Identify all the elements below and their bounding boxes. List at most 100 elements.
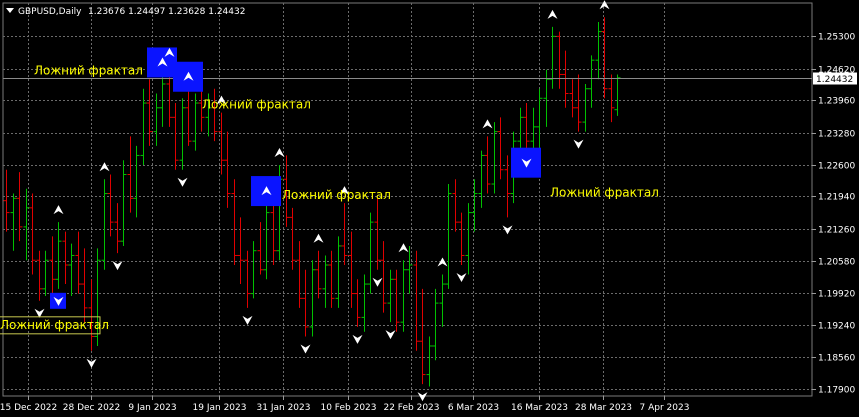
ohlc-bar: [231, 179, 238, 265]
ohlc-bar: [614, 74, 621, 116]
bars-layer: [3, 17, 621, 387]
ohlc-bar: [42, 250, 49, 296]
fractal-down-arrow: [112, 261, 123, 271]
date-tick-label: 10 Feb 2023: [320, 403, 376, 413]
ohlc-bar: [179, 98, 186, 170]
fractal-up-arrow: [482, 119, 493, 129]
ohlc-bar: [393, 269, 400, 332]
ohlc-bar: [458, 212, 465, 265]
ohlc-bar: [10, 193, 17, 251]
ohlc-bar: [400, 260, 407, 332]
fractal-up-arrow: [261, 186, 272, 196]
price-axis: 1.25300 1.24620 1.23960 1.23280 1.22600 1.219…: [812, 33, 855, 396]
ohlc-bar: [328, 250, 335, 308]
ohlc-bar: [439, 274, 446, 327]
ohlc-bar: [283, 155, 290, 227]
fractal-down-arrow: [34, 308, 45, 318]
ohlc-bar: [16, 172, 23, 242]
date-tick-label: 19 Jan 2023: [193, 403, 247, 413]
ohlc-bar: [445, 184, 452, 289]
ohlc-bar: [341, 203, 348, 265]
ohlc-bar: [419, 288, 426, 385]
ohlc-bar: [224, 131, 231, 208]
fractal-up-arrow: [599, 0, 610, 10]
ohlc-bar: [562, 50, 569, 108]
price-tick-label: 1.23960: [818, 97, 855, 107]
date-tick-label: 28 Dec 2022: [63, 403, 121, 413]
fractal-up-arrow: [437, 257, 448, 267]
price-tick-label: 1.21940: [818, 193, 855, 203]
ohlc-bar: [471, 179, 478, 232]
price-tick-label: 1.19240: [818, 322, 855, 332]
fractal-up-arrow: [183, 71, 194, 81]
ohlc-bar: [484, 136, 491, 194]
ohlc-bar: [354, 279, 361, 327]
date-tick-label: 15 Dec 2022: [0, 403, 57, 413]
ohlc-bar: [263, 203, 270, 280]
ohlc-bar: [289, 207, 296, 270]
ohlc-bar: [36, 250, 43, 301]
ohlc-bar: [159, 74, 166, 127]
price-tick-label: 1.25300: [818, 33, 855, 43]
ohlc-bar: [101, 179, 108, 270]
ohlc-bar: [432, 288, 439, 361]
ohlc-bar: [387, 269, 394, 323]
current-price-tag: [813, 72, 857, 85]
ohlc-bar: [257, 222, 264, 275]
fractal-down-arrow: [456, 273, 467, 282]
fractals-layer: [34, 0, 610, 402]
ohlc-bar: [218, 112, 225, 175]
ohlc-bar: [517, 107, 524, 156]
fractal-down-arrow: [53, 296, 64, 306]
ohlc-bar: [426, 336, 433, 387]
ohlc-bar: [49, 236, 56, 294]
ohlc-bar: [413, 250, 420, 351]
ohlc-bar: [601, 17, 608, 99]
date-tick-label: 7 Apr 2023: [640, 403, 690, 413]
ohlc-bar: [237, 217, 244, 285]
ohlc-bar: [452, 179, 459, 232]
false-fractal-label: Ложний фрактал: [202, 98, 311, 112]
price-tick-label: 1.17900: [818, 386, 855, 396]
chart-header: GBPUSD,Daily 1.23676 1.24497 1.23628 1.2…: [6, 7, 245, 17]
ohlc-bar: [302, 269, 309, 337]
ohlc-bar: [244, 250, 251, 308]
ohlc-bar: [582, 83, 589, 132]
fractal-down-arrow: [86, 358, 97, 368]
fractal-up-arrow: [274, 147, 285, 157]
date-tick-label: 28 Mar 2023: [575, 403, 632, 413]
false-fractal-label: Ложний фрактал: [282, 188, 391, 202]
price-tick-label: 1.24620: [818, 66, 855, 76]
ohlc-bar: [172, 103, 179, 170]
ohlc-bar: [608, 74, 615, 123]
fractal-down-arrow: [521, 158, 532, 168]
ohlc-bar: [55, 222, 62, 289]
ohlc-bar: [465, 203, 472, 275]
ohlc-bar: [120, 160, 127, 246]
annotations-layer: Ложний фрактал Ложний фрактал Ложний фракт…: [0, 63, 659, 335]
ohlc-bar: [62, 231, 69, 285]
ohlc-bar: [29, 193, 36, 275]
ohlc-bar: [296, 241, 303, 308]
fractal-down-arrow: [417, 392, 428, 402]
false-fractal-label-box: [0, 316, 101, 335]
date-tick-label: 9 Jan 2023: [128, 403, 176, 413]
ohlc-bar: [322, 255, 329, 308]
symbol-dropdown-icon[interactable]: [6, 8, 14, 13]
ohlc-bar: [140, 88, 147, 165]
ohlc-bar: [270, 198, 277, 265]
ohlc-bar: [211, 88, 218, 142]
fractal-down-arrow: [372, 277, 383, 287]
fractal-up-arrow: [313, 233, 324, 243]
ohlc-bar: [569, 79, 576, 118]
fractal-up-arrow: [398, 243, 409, 253]
ohlc-bar: [127, 136, 134, 213]
ohlc-bar: [146, 79, 153, 146]
price-tick-label: 1.23280: [818, 130, 855, 140]
false-fractal-label: Ложний фрактал: [0, 318, 109, 332]
ohlc-bar: [497, 117, 504, 180]
fractal-up-arrow: [99, 162, 110, 172]
ohlc-bar: [491, 122, 498, 194]
ohlc-bar: [23, 188, 30, 261]
